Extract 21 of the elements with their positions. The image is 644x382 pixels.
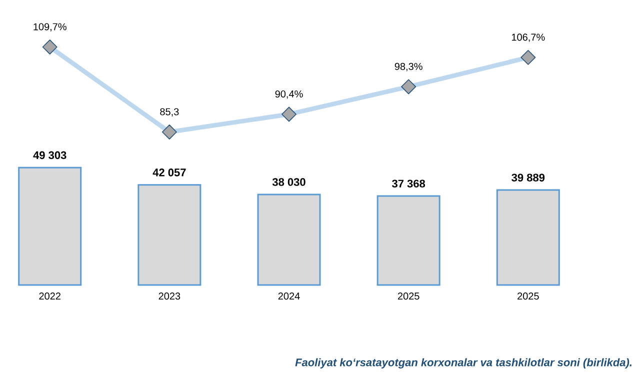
data-label: 90,4% bbox=[275, 90, 303, 99]
bar bbox=[138, 184, 202, 286]
data-label: 106,7% bbox=[512, 34, 545, 42]
data-label: 49 303 bbox=[33, 151, 66, 160]
x-tick-label: 2025 bbox=[398, 292, 420, 300]
bar bbox=[496, 189, 560, 286]
data-label: 98,3% bbox=[394, 62, 422, 72]
data-label: 109,7% bbox=[34, 23, 66, 32]
text: Faoliyat ko‘rsatayotgan korxonalar va tashkilotlar soni (birlikda). bbox=[295, 358, 632, 368]
x-tick-label: 2023 bbox=[158, 292, 180, 300]
bar bbox=[18, 166, 82, 286]
data-label: 37 368 bbox=[392, 180, 426, 188]
bar bbox=[376, 195, 440, 286]
data-label: 85,3 bbox=[160, 108, 179, 116]
bar bbox=[257, 194, 321, 286]
data-label: 38 030 bbox=[272, 178, 306, 186]
x-tick-label: 2024 bbox=[278, 292, 300, 300]
x-tick-label: 2022 bbox=[39, 292, 60, 300]
data-label: 42 057 bbox=[152, 168, 186, 176]
data-label: 39 889 bbox=[512, 174, 545, 182]
x-tick-label: 2025 bbox=[518, 292, 539, 300]
